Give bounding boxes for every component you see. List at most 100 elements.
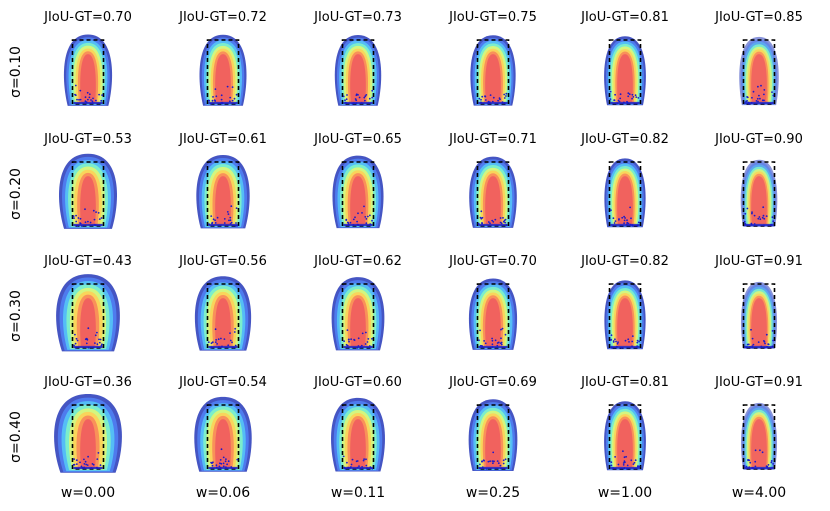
heatmap-cell: JIoU-GT=0.90 (714, 132, 803, 227)
column-label: w=0.06 (196, 485, 250, 501)
lidar-points (610, 334, 640, 349)
cell-title: JIoU-GT=0.53 (43, 132, 132, 147)
cell-title: JIoU-GT=0.71 (448, 132, 537, 147)
cell-title: JIoU-GT=0.81 (580, 10, 669, 25)
lidar-points (477, 210, 508, 227)
ground-truth-box (608, 404, 642, 470)
cell-title: JIoU-GT=0.72 (178, 10, 267, 25)
density-contour (80, 54, 96, 102)
ground-truth-box (206, 283, 240, 349)
cell-title: JIoU-GT=0.70 (448, 254, 537, 269)
heatmap-cell: JIoU-GT=0.70 (448, 254, 537, 350)
ground-truth-box (71, 283, 105, 349)
ground-truth-box (476, 283, 510, 349)
lidar-points (207, 85, 238, 105)
heatmap-cell: JIoU-GT=0.73 (313, 10, 402, 106)
ground-truth-box (341, 39, 375, 105)
ground-truth-box (71, 404, 105, 470)
column-label: w=1.00 (598, 485, 652, 501)
density-contour (617, 298, 633, 346)
heatmap-cell: JIoU-GT=0.71 (448, 132, 537, 228)
cell-title: JIoU-GT=0.54 (178, 375, 267, 390)
lidar-points (744, 84, 775, 105)
cell-title: JIoU-GT=0.69 (448, 375, 537, 390)
density-contour (215, 419, 231, 467)
ground-truth-box (206, 161, 240, 227)
ground-truth-box (476, 161, 510, 227)
lidar-points (207, 327, 238, 349)
row-label: σ=0.40 (8, 411, 24, 463)
lidar-points (343, 205, 373, 227)
cell-title: JIoU-GT=0.65 (313, 132, 402, 147)
cell-title: JIoU-GT=0.91 (714, 375, 803, 390)
cell-title: JIoU-GT=0.73 (313, 10, 402, 25)
density-contour (485, 54, 501, 102)
lidar-points (610, 206, 640, 227)
heatmap-cell: JIoU-GT=0.56 (178, 254, 267, 351)
density-contour (485, 419, 501, 467)
density-contour (350, 54, 366, 102)
density-contour (617, 419, 633, 467)
cell-title: JIoU-GT=0.70 (43, 10, 132, 25)
density-contour (617, 54, 633, 102)
density-contour (215, 54, 231, 102)
lidar-points (743, 449, 774, 470)
density-contour (751, 54, 767, 102)
ground-truth-box (206, 404, 240, 470)
heatmap-cell: JIoU-GT=0.81 (580, 10, 669, 106)
ground-truth-box (71, 161, 105, 227)
column-label: w=4.00 (732, 485, 786, 501)
ground-truth-box (341, 404, 375, 470)
ground-truth-box (742, 283, 776, 349)
density-contour (751, 298, 767, 346)
heatmap-cell: JIoU-GT=0.82 (580, 132, 669, 228)
heatmap-cell: JIoU-GT=0.65 (313, 132, 402, 229)
heatmap-cell: JIoU-GT=0.91 (714, 254, 803, 349)
density-contour (80, 176, 96, 224)
ground-truth-box (608, 161, 642, 227)
lidar-points (72, 208, 103, 227)
ground-truth-box (476, 404, 510, 470)
cell-title: JIoU-GT=0.82 (580, 132, 669, 147)
lidar-points (478, 451, 508, 470)
cell-title: JIoU-GT=0.82 (580, 254, 669, 269)
cell-title: JIoU-GT=0.56 (178, 254, 267, 269)
lidar-points (72, 452, 103, 470)
density-contour (485, 176, 501, 224)
ground-truth-box (206, 39, 240, 105)
density-contour (80, 298, 96, 346)
cell-title: JIoU-GT=0.43 (43, 254, 132, 269)
heatmap-cell: JIoU-GT=0.85 (714, 10, 803, 106)
density-contour (751, 419, 767, 467)
ground-truth-box (476, 39, 510, 105)
heatmap-cell: JIoU-GT=0.43 (43, 254, 132, 352)
column-label: w=0.25 (466, 485, 520, 501)
ground-truth-box (608, 283, 642, 349)
cell-title: JIoU-GT=0.36 (43, 375, 132, 390)
lidar-points (208, 448, 239, 470)
lidar-points (73, 84, 103, 105)
heatmap-cell: JIoU-GT=0.60 (313, 375, 402, 472)
heatmap-cell: JIoU-GT=0.82 (580, 254, 669, 350)
row-label: σ=0.30 (8, 290, 24, 342)
lidar-points (342, 455, 374, 470)
lidar-points (342, 89, 374, 105)
ground-truth-box (71, 39, 105, 105)
cell-title: JIoU-GT=0.91 (714, 254, 803, 269)
heatmap-cell: JIoU-GT=0.91 (714, 375, 803, 470)
cell-title: JIoU-GT=0.81 (580, 375, 669, 390)
column-label: w=0.00 (61, 485, 115, 501)
row-label: σ=0.10 (8, 46, 24, 98)
heatmap-cell: JIoU-GT=0.70 (43, 10, 132, 106)
lidar-points (610, 450, 641, 470)
lidar-points (744, 328, 774, 349)
ground-truth-box (341, 283, 375, 349)
cell-title: JIoU-GT=0.90 (714, 132, 803, 147)
heatmap-cell: JIoU-GT=0.36 (43, 375, 132, 473)
ground-truth-box (341, 161, 375, 227)
cell-title: JIoU-GT=0.75 (448, 10, 537, 25)
density-contour (751, 176, 767, 224)
ground-truth-box (742, 161, 776, 227)
